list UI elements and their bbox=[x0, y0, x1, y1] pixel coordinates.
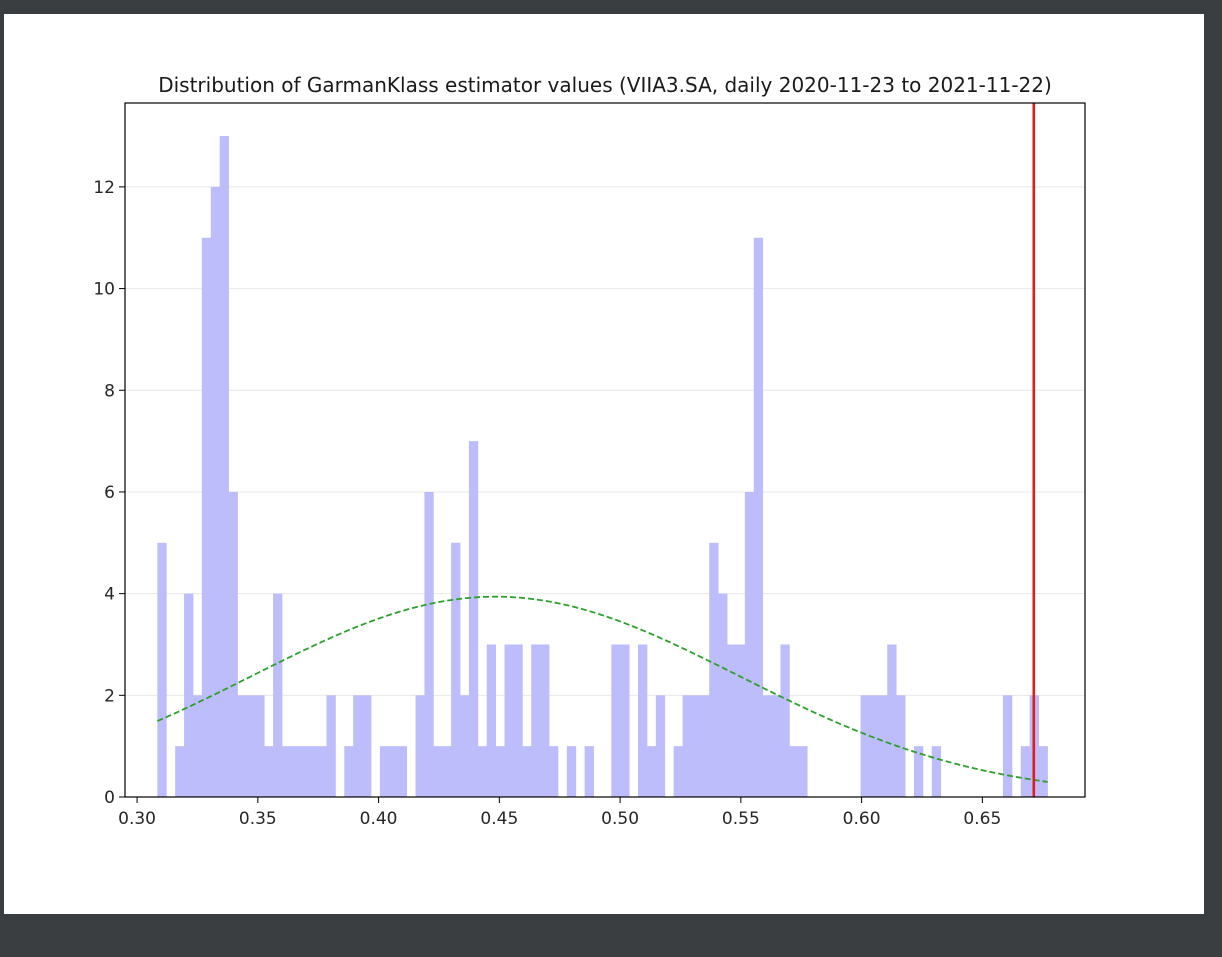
histogram-bar bbox=[326, 695, 336, 797]
histogram-bar bbox=[798, 746, 808, 797]
histogram-bar bbox=[718, 593, 728, 797]
histogram-bar bbox=[228, 491, 238, 797]
histogram-bars bbox=[157, 136, 1048, 798]
histogram-bar bbox=[878, 695, 888, 797]
histogram-bar bbox=[913, 746, 924, 797]
histogram-bar bbox=[477, 746, 488, 797]
histogram-bar bbox=[388, 746, 399, 797]
histogram-bar bbox=[397, 746, 407, 797]
y-tick-label: 10 bbox=[93, 280, 115, 300]
histogram-bar bbox=[780, 644, 790, 797]
histogram-bar bbox=[700, 695, 710, 797]
histogram-bar bbox=[184, 593, 194, 797]
histogram-bar bbox=[344, 746, 354, 797]
histogram-bar bbox=[1002, 695, 1013, 797]
histogram-bar bbox=[673, 746, 683, 797]
histogram-bar bbox=[353, 695, 363, 797]
x-tick-label: 0.40 bbox=[360, 809, 398, 829]
x-tick-label: 0.50 bbox=[601, 809, 639, 829]
histogram-bar bbox=[735, 644, 746, 797]
y-tick-label: 4 bbox=[104, 585, 115, 605]
histogram-bar bbox=[1020, 746, 1031, 797]
histogram-bar bbox=[771, 695, 781, 797]
histogram-bar bbox=[362, 695, 372, 797]
histogram-bar bbox=[896, 695, 906, 797]
histogram-bar bbox=[281, 746, 292, 797]
histogram-bar bbox=[762, 695, 772, 797]
x-tick-label: 0.65 bbox=[963, 809, 1001, 829]
x-tick-label: 0.30 bbox=[118, 809, 156, 829]
histogram-bar bbox=[201, 237, 212, 797]
histogram-bar bbox=[549, 746, 559, 797]
y-axis-ticks: 0 2 4 6 8 10 12 bbox=[93, 178, 125, 808]
histogram-bar bbox=[931, 746, 942, 797]
histogram-bar bbox=[308, 746, 318, 797]
histogram-bar bbox=[192, 695, 203, 797]
histogram-bar bbox=[638, 644, 648, 797]
histogram-bar bbox=[655, 695, 666, 797]
histogram-bar bbox=[442, 746, 452, 797]
y-tick-label: 0 bbox=[104, 788, 115, 808]
histogram-bar bbox=[299, 746, 310, 797]
histogram-bar bbox=[504, 644, 514, 797]
figure-canvas: Distribution of GarmanKlass estimator va… bbox=[4, 14, 1204, 914]
grid-lines bbox=[125, 186, 1085, 696]
histogram-bar bbox=[468, 441, 479, 797]
y-tick-label: 12 bbox=[93, 178, 115, 198]
histogram-bar bbox=[255, 695, 265, 797]
histogram-bar bbox=[219, 136, 229, 798]
x-axis-ticks: 0.30 0.35 0.40 0.45 0.50 0.55 0.60 0.65 bbox=[118, 797, 1001, 829]
histogram-bar bbox=[379, 746, 390, 797]
histogram-bar bbox=[237, 695, 247, 797]
histogram-bar bbox=[540, 644, 550, 797]
chart-title: Distribution of GarmanKlass estimator va… bbox=[158, 73, 1052, 97]
histogram-bar bbox=[789, 746, 799, 797]
histogram-bar bbox=[566, 746, 577, 797]
histogram-bar bbox=[869, 695, 879, 797]
histogram-bar bbox=[727, 644, 737, 797]
histogram-bar bbox=[584, 746, 594, 797]
histogram-bar bbox=[744, 491, 755, 797]
histogram-bar bbox=[317, 746, 327, 797]
histogram-bar bbox=[887, 644, 897, 797]
histogram-bar bbox=[415, 695, 425, 797]
histogram-bar bbox=[157, 542, 167, 797]
histogram-bar bbox=[646, 746, 657, 797]
histogram-bar bbox=[620, 644, 630, 797]
x-tick-label: 0.35 bbox=[239, 809, 277, 829]
histogram-bar bbox=[486, 644, 497, 797]
histogram-bar bbox=[451, 542, 461, 797]
histogram-bar bbox=[860, 695, 870, 797]
histogram-bar bbox=[246, 695, 256, 797]
x-tick-label: 0.60 bbox=[843, 809, 881, 829]
histogram-bar bbox=[264, 746, 274, 797]
histogram-bar bbox=[709, 542, 719, 797]
y-tick-label: 2 bbox=[104, 686, 115, 706]
histogram-bar bbox=[460, 695, 470, 797]
histogram-bar bbox=[210, 186, 221, 797]
histogram-bar bbox=[495, 746, 505, 797]
y-tick-label: 6 bbox=[104, 483, 115, 503]
histogram-bar bbox=[513, 644, 523, 797]
axes-frame bbox=[124, 102, 1086, 798]
normal-fit-curve bbox=[156, 595, 1048, 783]
histogram-bar bbox=[531, 644, 541, 797]
histogram-bar bbox=[1038, 746, 1048, 797]
histogram-bar bbox=[611, 644, 621, 797]
x-tick-label: 0.45 bbox=[480, 809, 518, 829]
histogram-bar bbox=[522, 746, 532, 797]
histogram-bar bbox=[753, 237, 764, 797]
histogram-bar bbox=[691, 695, 701, 797]
histogram-bar bbox=[290, 746, 301, 797]
histogram-bar bbox=[433, 746, 443, 797]
histogram-bar bbox=[682, 695, 692, 797]
histogram-chart: Distribution of GarmanKlass estimator va… bbox=[93, 73, 1086, 829]
histogram-bar bbox=[273, 593, 283, 797]
histogram-bar bbox=[424, 491, 434, 797]
histogram-bar bbox=[175, 746, 185, 797]
y-tick-label: 8 bbox=[104, 381, 115, 401]
x-tick-label: 0.55 bbox=[722, 809, 760, 829]
